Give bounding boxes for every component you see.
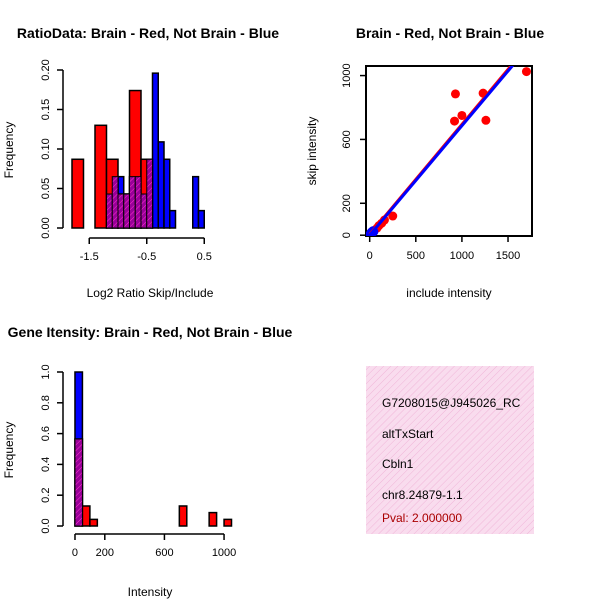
chart-1-x-tick-label: 0.5	[197, 251, 212, 263]
brain-bar	[81, 505, 91, 527]
brain-point	[481, 115, 491, 125]
chart-1-y-tick-label: 0.05	[40, 178, 52, 199]
chart-2-x-tick-label: 1500	[496, 250, 520, 262]
chart-1-x-axis-label: Log2 Ratio Skip/Include	[87, 286, 214, 300]
info-panel-line: altTxStart	[382, 427, 434, 441]
brain-bar	[71, 158, 85, 229]
brain-point	[450, 89, 460, 99]
chart-3-y-tick-label: 0.2	[40, 488, 52, 503]
chart-3-y-tick-label: 0.4	[40, 457, 52, 472]
chart-1-y-axis-label: Frequency	[2, 122, 16, 179]
chart-3-y-tick-label: 0.0	[40, 518, 52, 533]
chart-3-x-tick-label: 1000	[212, 547, 236, 559]
chart-2-y-tick-label: 1000	[341, 63, 353, 87]
chart-3-x-tick-label: 200	[96, 547, 114, 559]
overlap-bar	[74, 438, 83, 527]
info-panel-line: G7208015@J945026_RC	[382, 396, 521, 410]
chart-2-x-tick-label: 500	[407, 250, 425, 262]
overlap-bar	[140, 193, 148, 229]
info-panel-line: Cbln1	[382, 457, 414, 471]
brain-point	[450, 116, 460, 126]
brain-bar	[94, 124, 108, 229]
chart-1-y-tick-label: 0.15	[40, 99, 52, 120]
brain-bar	[89, 518, 99, 527]
chart-2-x-axis-label: include intensity	[406, 286, 491, 300]
chart-1-x-tick-label: -0.5	[137, 251, 156, 263]
info-panel: G7208015@J945026_RC altTxStart Cbln1 chr8.2…	[366, 366, 534, 534]
chart-2-x-tick-label: 1000	[450, 250, 474, 262]
chart-2-title: Brain - Red, Not Brain - Blue	[356, 25, 544, 41]
chart-1-y-tick-label: 0.10	[40, 138, 52, 159]
overlap-bar	[106, 193, 113, 229]
info-panel-line: Pval: 2.000000	[382, 511, 462, 525]
chart-2-y-axis-label: skip intensity	[305, 117, 319, 186]
not-brain-bar	[163, 158, 171, 229]
chart-3-title: Gene Itensity: Brain - Red, Not Brain - …	[8, 324, 293, 340]
chart-2-y-tick-label: 200	[341, 194, 353, 212]
chart-2-y-tick-label: 0	[341, 232, 353, 238]
brain-point	[388, 211, 398, 221]
brain-point	[521, 67, 531, 77]
overlap-bar	[129, 176, 136, 229]
chart-3-y-tick-label: 0.6	[40, 426, 52, 441]
not-brain-bar	[151, 72, 159, 229]
chart-1-title: RatioData: Brain - Red, Not Brain - Blue	[17, 25, 279, 41]
not-brain-bar	[197, 209, 205, 229]
chart-3-x-axis-label: Intensity	[128, 585, 173, 599]
overlap-bar	[111, 176, 119, 229]
brain-bar	[223, 518, 233, 527]
chart-3-x-tick-label: 0	[72, 547, 78, 559]
brain-bar	[208, 511, 218, 527]
not-brain-bar	[169, 209, 177, 229]
overlap-bar	[117, 193, 125, 229]
overlap-bar	[146, 158, 153, 229]
not-brain-fit-line	[368, 66, 515, 236]
chart-3-y-tick-label: 0.8	[40, 395, 52, 410]
overlap-bar	[134, 176, 142, 229]
overlap-bar	[123, 193, 130, 229]
info-panel-background	[366, 366, 534, 534]
brain-bar	[178, 505, 188, 527]
brain-point	[457, 110, 467, 120]
chart-3-x-tick-label: 600	[155, 547, 173, 559]
chart-2-y-tick-label: 600	[341, 130, 353, 148]
chart-2-plot-frame	[365, 65, 533, 237]
chart-1-y-tick-label: 0.20	[40, 59, 52, 80]
chart-3-y-tick-label: 1.0	[40, 364, 52, 379]
chart-2-x-tick-label: 0	[367, 250, 373, 262]
chart-1-y-tick-label: 0.00	[40, 217, 52, 238]
not-brain-bar	[192, 175, 200, 229]
chart-1-x-tick-label: -1.5	[80, 251, 99, 263]
chart-2-marks	[366, 66, 531, 236]
chart-3-y-axis-label: Frequency	[2, 422, 16, 479]
chart-1-bars	[71, 72, 205, 229]
not-brain-bar	[157, 141, 165, 229]
chart-3-bars	[74, 371, 233, 527]
info-panel-line: chr8.24879-1.1	[382, 488, 463, 502]
